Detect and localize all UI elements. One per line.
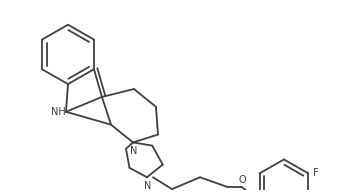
Text: N: N	[130, 146, 138, 156]
Text: F: F	[313, 168, 319, 178]
Text: NH: NH	[51, 107, 65, 117]
Text: O: O	[238, 175, 246, 185]
Text: N: N	[144, 181, 152, 191]
